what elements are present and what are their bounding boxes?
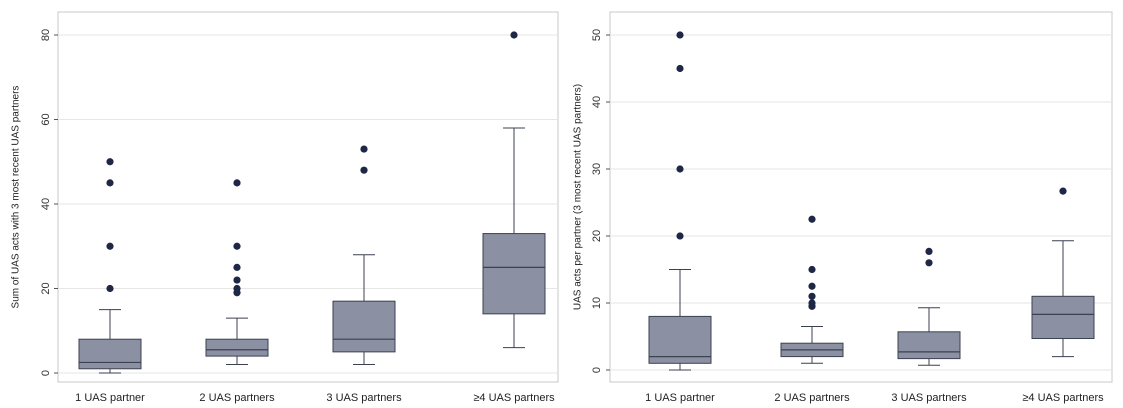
box-group-1 [78, 158, 142, 374]
y-tick-label: 0 [591, 367, 603, 373]
y-axis-title: Sum of UAS acts with 3 most recent UAS p… [11, 86, 22, 309]
y-tick-label: 20 [591, 230, 603, 242]
iqr-box [897, 331, 961, 360]
outlier-point [925, 247, 933, 256]
outlier-point [360, 166, 368, 174]
y-tick-label: 80 [40, 29, 52, 41]
box-group-3 [897, 247, 961, 366]
outlier-point [808, 265, 816, 274]
y-tick-label: 40 [40, 198, 52, 210]
iqr-box [205, 338, 269, 357]
x-category-label: ≥4 UAS partners [1022, 392, 1104, 404]
box-group-2 [780, 215, 844, 364]
x-category-label: ≥4 UAS partners [473, 392, 555, 404]
y-tick-label: 0 [40, 370, 52, 376]
y-axis-title: UAS acts per partner (3 most recent UAS … [573, 84, 584, 310]
outlier-point [676, 64, 684, 73]
outlier-point [360, 145, 368, 153]
box-group-1 [648, 31, 712, 371]
y-tick-label: 60 [40, 113, 52, 125]
box-group-2 [205, 179, 269, 366]
x-category-label: 1 UAS partner [645, 392, 715, 404]
outlier-point [106, 158, 114, 166]
outlier-point [676, 232, 684, 240]
outlier-point [106, 179, 114, 187]
outlier-point [808, 299, 816, 307]
box-group-3 [332, 145, 396, 366]
iqr-box [648, 315, 712, 364]
x-category-label: 3 UAS partners [891, 392, 967, 404]
iqr-box [1031, 295, 1095, 340]
outlier-point [676, 31, 684, 39]
outlier-point [106, 284, 114, 293]
outlier-point [233, 263, 241, 271]
outlier-point [233, 276, 241, 284]
iqr-box [482, 233, 546, 315]
x-category-label: 2 UAS partners [774, 392, 850, 404]
outlier-point [233, 179, 241, 187]
y-tick-label: 50 [591, 29, 603, 41]
box-group-4 [1031, 187, 1095, 358]
outlier-point [233, 242, 241, 250]
outlier-point [808, 292, 816, 300]
outlier-point [808, 282, 816, 290]
outlier-point [106, 242, 114, 250]
outlier-point [1059, 187, 1067, 195]
iqr-box [332, 300, 396, 353]
outlier-point [808, 215, 816, 223]
x-category-label: 3 UAS partners [326, 392, 402, 404]
outlier-point [925, 259, 933, 267]
outlier-point [510, 31, 518, 39]
y-tick-label: 10 [591, 297, 603, 309]
iqr-box [78, 338, 142, 370]
chart-panel-2: 0 10 20 30 40 50 UAS acts per partner (3 most … [573, 11, 1113, 404]
outlier-point [676, 165, 684, 173]
y-tick-label: 20 [40, 282, 52, 294]
y-tick-label: 30 [591, 163, 603, 175]
x-category-label: 1 UAS partner [75, 392, 145, 404]
plot-area [57, 11, 559, 383]
chart-panel-1: 0 20 40 60 80 Sum of UAS acts with 3 most rec… [11, 11, 559, 404]
x-category-label: 2 UAS partners [199, 392, 275, 404]
box-group-4 [482, 31, 546, 349]
outlier-point [233, 284, 241, 293]
y-tick-label: 40 [591, 96, 603, 108]
